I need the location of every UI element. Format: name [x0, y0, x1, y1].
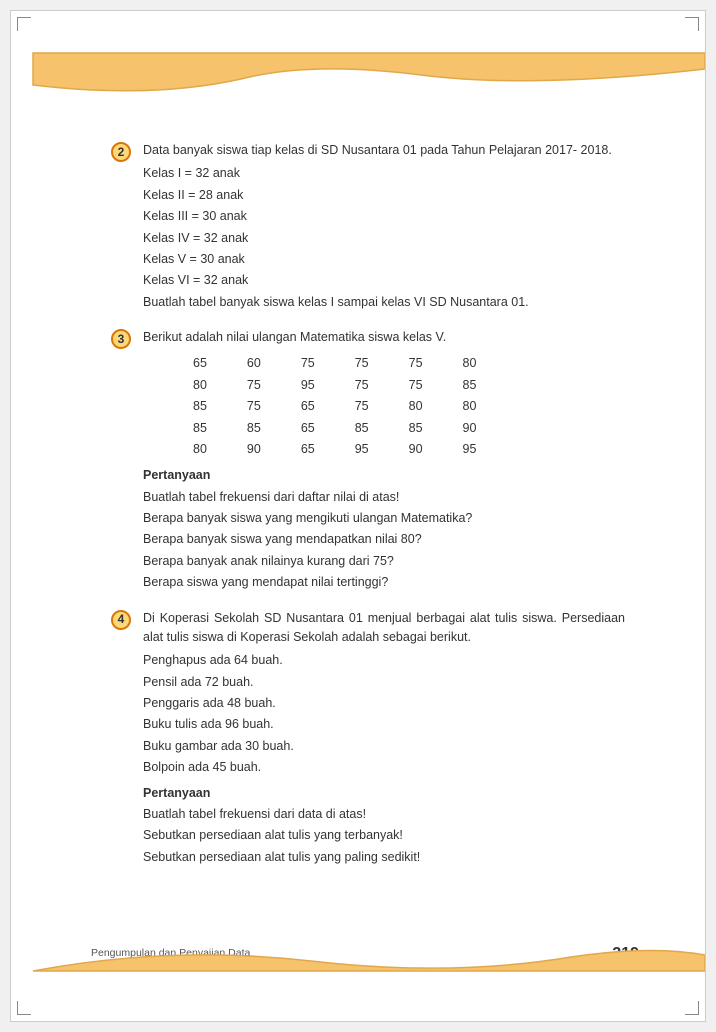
problem-number-badge: 4 [111, 610, 131, 630]
question-lines: Buatlah tabel frekuensi dari data di ata… [143, 805, 625, 867]
table-cell: 85 [173, 418, 227, 439]
intro-text: Berikut adalah nilai ulangan Matematika … [143, 328, 625, 347]
crop-mark [17, 17, 31, 31]
text-line: Penggaris ada 48 buah. [143, 694, 625, 713]
text-line: Kelas II = 28 anak [143, 186, 625, 205]
problem-4: 4 Di Koperasi Sekolah SD Nusantara 01 me… [111, 609, 625, 870]
table-cell: 75 [227, 375, 281, 396]
page: 2 Data banyak siswa tiap kelas di SD Nus… [10, 10, 706, 1022]
text-line: Kelas I = 32 anak [143, 164, 625, 183]
score-table: 65 60 75 75 75 80 80 75 95 75 75 85 [173, 353, 496, 460]
table-cell: 80 [173, 439, 227, 460]
text-line: Buku gambar ada 30 buah. [143, 737, 625, 756]
table-cell: 95 [281, 375, 335, 396]
table-row: 65 60 75 75 75 80 [173, 353, 496, 374]
table-cell: 90 [227, 439, 281, 460]
table-cell: 85 [443, 375, 497, 396]
text-line: Berapa banyak anak nilainya kurang dari … [143, 552, 625, 571]
crop-mark [17, 1001, 31, 1015]
text-line: Buatlah tabel frekuensi dari daftar nila… [143, 488, 625, 507]
text-line: Kelas V = 30 anak [143, 250, 625, 269]
table-cell: 65 [281, 418, 335, 439]
problem-body: Di Koperasi Sekolah SD Nusantara 01 menj… [143, 609, 625, 870]
text-line: Buku tulis ada 96 buah. [143, 715, 625, 734]
table-row: 85 75 65 75 80 80 [173, 396, 496, 417]
table-cell: 75 [281, 353, 335, 374]
table-cell: 65 [281, 439, 335, 460]
table-row: 80 90 65 95 90 95 [173, 439, 496, 460]
problem-body: Berikut adalah nilai ulangan Matematika … [143, 328, 625, 595]
text-line: Sebutkan persediaan alat tulis yang pali… [143, 848, 625, 867]
table-cell: 90 [389, 439, 443, 460]
text-line: Penghapus ada 64 buah. [143, 651, 625, 670]
table-cell: 85 [227, 418, 281, 439]
question-lines: Buatlah tabel frekuensi dari daftar nila… [143, 488, 625, 593]
table-cell: 65 [173, 353, 227, 374]
table-cell: 75 [389, 353, 443, 374]
table-cell: 85 [173, 396, 227, 417]
text-line: Berapa siswa yang mendapat nilai terting… [143, 573, 625, 592]
text-line: Buatlah tabel frekuensi dari data di ata… [143, 805, 625, 824]
text-line: Kelas III = 30 anak [143, 207, 625, 226]
table-cell: 85 [389, 418, 443, 439]
table-cell: 80 [443, 353, 497, 374]
table-row: 80 75 95 75 75 85 [173, 375, 496, 396]
table-cell: 80 [389, 396, 443, 417]
table-cell: 85 [335, 418, 389, 439]
footer-decorative-band [11, 941, 705, 985]
table-row: 85 85 65 85 85 90 [173, 418, 496, 439]
table-cell: 75 [335, 375, 389, 396]
table-cell: 60 [227, 353, 281, 374]
problem-number-badge: 3 [111, 329, 131, 349]
text-line: Berapa banyak siswa yang mendapatkan nil… [143, 530, 625, 549]
table-cell: 95 [443, 439, 497, 460]
table-cell: 80 [443, 396, 497, 417]
text-line: Buatlah tabel banyak siswa kelas I sampa… [143, 293, 625, 312]
table-cell: 90 [443, 418, 497, 439]
content-area: 2 Data banyak siswa tiap kelas di SD Nus… [11, 111, 705, 893]
header-decorative-band [11, 41, 705, 111]
table-cell: 65 [281, 396, 335, 417]
text-line: Sebutkan persediaan alat tulis yang terb… [143, 826, 625, 845]
data-lines: Kelas I = 32 anak Kelas II = 28 anak Kel… [143, 164, 625, 312]
table-cell: 75 [227, 396, 281, 417]
text-line: Kelas IV = 32 anak [143, 229, 625, 248]
text-line: Bolpoin ada 45 buah. [143, 758, 625, 777]
intro-text: Data banyak siswa tiap kelas di SD Nusan… [143, 141, 625, 160]
problem-number-badge: 2 [111, 142, 131, 162]
text-line: Pensil ada 72 buah. [143, 673, 625, 692]
problem-3: 3 Berikut adalah nilai ulangan Matematik… [111, 328, 625, 595]
table-cell: 75 [335, 396, 389, 417]
problem-2: 2 Data banyak siswa tiap kelas di SD Nus… [111, 141, 625, 314]
problem-body: Data banyak siswa tiap kelas di SD Nusan… [143, 141, 625, 314]
crop-mark [685, 17, 699, 31]
question-heading: Pertanyaan [143, 784, 625, 803]
table-cell: 75 [335, 353, 389, 374]
table-cell: 75 [389, 375, 443, 396]
text-line: Berapa banyak siswa yang mengikuti ulang… [143, 509, 625, 528]
crop-mark [685, 1001, 699, 1015]
question-heading: Pertanyaan [143, 466, 625, 485]
data-lines: Penghapus ada 64 buah. Pensil ada 72 bua… [143, 651, 625, 777]
intro-text: Di Koperasi Sekolah SD Nusantara 01 menj… [143, 609, 625, 648]
table-cell: 95 [335, 439, 389, 460]
text-line: Kelas VI = 32 anak [143, 271, 625, 290]
table-cell: 80 [173, 375, 227, 396]
